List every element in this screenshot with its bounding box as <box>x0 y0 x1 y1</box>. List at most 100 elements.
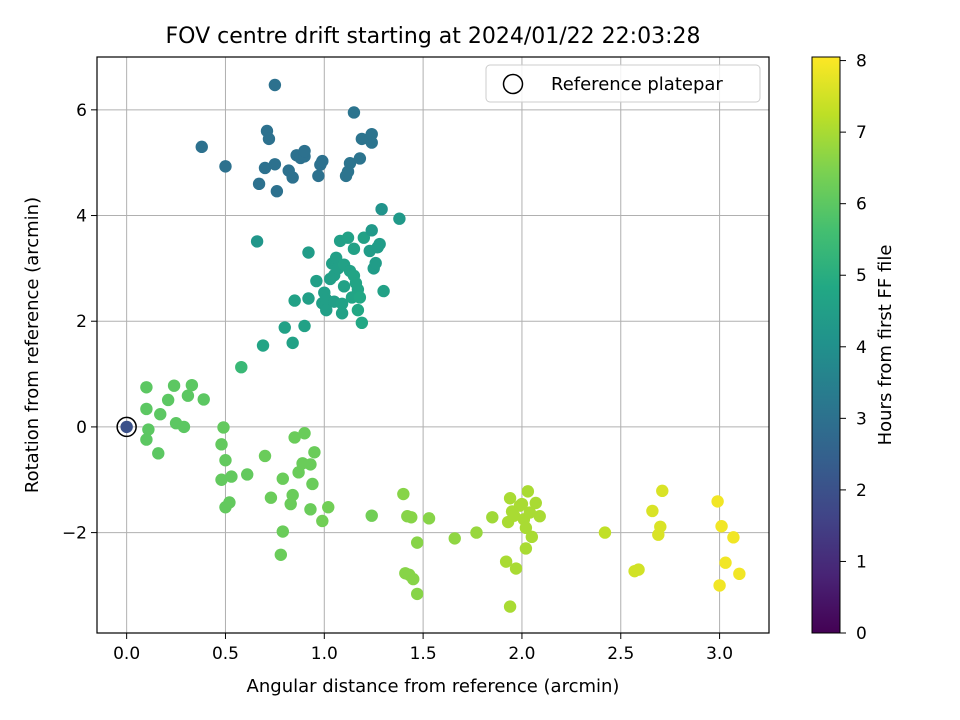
data-point <box>656 484 669 498</box>
y-tick-label: 0 <box>76 418 87 438</box>
x-axis-label: Angular distance from reference (arcmin) <box>247 676 620 697</box>
data-points <box>120 78 746 613</box>
data-point <box>711 495 724 508</box>
data-point <box>185 378 199 392</box>
data-point <box>357 231 371 244</box>
data-point <box>515 497 529 511</box>
data-point <box>377 284 390 298</box>
colorbar-tick-label: 6 <box>856 195 867 215</box>
data-point <box>470 526 483 539</box>
colorbar-tick-label: 4 <box>856 338 867 358</box>
data-point <box>486 511 499 524</box>
data-point <box>264 491 278 504</box>
data-point <box>286 488 299 502</box>
colorbar-tick-label: 0 <box>856 624 867 644</box>
data-point <box>268 158 282 171</box>
data-point <box>521 485 535 498</box>
data-point <box>727 531 740 544</box>
data-point <box>304 458 317 471</box>
colorbar-tick-label: 1 <box>856 552 867 572</box>
data-point <box>197 393 210 406</box>
data-point <box>410 587 424 601</box>
data-point <box>365 224 378 237</box>
data-point <box>347 106 361 119</box>
data-point <box>322 501 335 514</box>
data-point <box>302 246 315 259</box>
data-point <box>343 157 357 170</box>
x-tick-label: 1.0 <box>311 644 338 664</box>
data-point <box>152 447 165 460</box>
data-point <box>181 389 195 402</box>
data-point <box>167 379 181 392</box>
data-point <box>161 393 175 407</box>
data-point <box>523 506 537 519</box>
data-point <box>310 274 323 288</box>
data-point <box>519 542 533 555</box>
colorbar-tick-label: 5 <box>856 266 867 286</box>
x-axis: 0.0 0.5 1.0 1.5 2.0 2.5 3.0 <box>113 633 733 664</box>
data-point <box>219 160 232 173</box>
data-point <box>268 78 282 92</box>
data-point <box>715 520 728 533</box>
data-point <box>298 144 311 158</box>
colorbar-tick-label: 8 <box>856 52 867 72</box>
y-tick-label: 2 <box>76 312 87 332</box>
data-point <box>270 185 284 198</box>
data-point <box>654 520 667 533</box>
data-point <box>393 212 406 225</box>
data-point <box>235 360 248 374</box>
data-point <box>219 454 232 467</box>
colorbar-tick-label: 2 <box>856 481 867 501</box>
y-axis-label: Rotation from reference (arcmin) <box>22 197 43 493</box>
data-point <box>407 572 420 586</box>
data-point <box>529 496 542 510</box>
grid <box>97 57 769 633</box>
data-point <box>215 473 228 486</box>
data-point <box>373 237 386 251</box>
data-point <box>355 316 369 330</box>
data-point <box>252 177 266 191</box>
colorbar-gradient <box>811 56 841 634</box>
data-point <box>646 504 659 518</box>
data-point <box>215 438 228 451</box>
data-point <box>250 235 264 248</box>
data-point <box>120 420 133 434</box>
x-tick-label: 0.0 <box>113 644 140 664</box>
x-tick-label: 2.0 <box>508 644 535 664</box>
x-tick-label: 3.0 <box>706 644 733 664</box>
data-point <box>223 496 236 509</box>
colorbar: 0 1 2 3 4 5 6 7 8 Hours from first FF file <box>811 52 896 644</box>
data-point <box>405 511 418 524</box>
legend-box <box>485 64 761 103</box>
data-point <box>142 423 155 436</box>
data-point <box>316 514 329 528</box>
data-point <box>258 161 272 175</box>
data-point <box>288 294 301 307</box>
data-point <box>335 307 349 320</box>
data-point <box>140 402 153 416</box>
data-point <box>278 321 291 334</box>
reference-marker <box>116 416 137 438</box>
data-point <box>353 152 367 165</box>
data-point <box>509 562 523 575</box>
data-point <box>533 510 546 523</box>
data-point <box>337 280 351 293</box>
data-point <box>375 202 388 216</box>
data-point <box>316 154 329 168</box>
data-point <box>241 468 254 481</box>
plot-frame <box>96 56 770 634</box>
data-point <box>410 536 424 549</box>
data-point <box>258 449 272 463</box>
colorbar-ticks: 0 1 2 3 4 5 6 7 8 <box>840 52 867 644</box>
y-tick-label: −2 <box>62 524 87 544</box>
plot-area <box>96 56 770 634</box>
chart-title: FOV centre drift starting at 2024/01/22 … <box>166 24 701 49</box>
data-point <box>351 303 365 317</box>
data-point <box>448 532 461 545</box>
data-point <box>503 600 517 613</box>
data-point <box>365 509 378 522</box>
data-point <box>140 381 153 394</box>
data-point <box>519 521 533 535</box>
